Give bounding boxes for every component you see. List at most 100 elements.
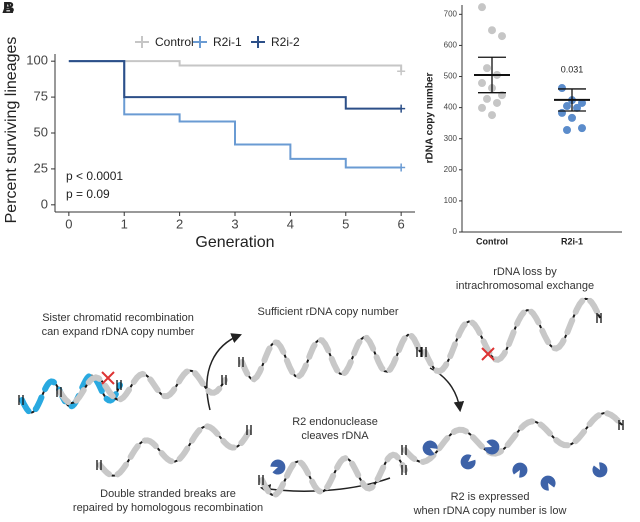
data-point: [478, 79, 486, 88]
data-point: [488, 111, 496, 120]
strand-end: [238, 357, 244, 367]
x-tick-label: R2i-1: [561, 236, 583, 246]
y-tick-label: 100: [26, 53, 48, 68]
y-tick-label: 50: [34, 124, 48, 139]
crossover: [481, 347, 495, 361]
data-point: [558, 108, 566, 117]
annotation: p < 0.0001: [66, 169, 123, 183]
data-point: [483, 94, 491, 103]
y-tick-label: 25: [34, 160, 48, 175]
strand-end: [18, 395, 24, 405]
censor-mark: [397, 163, 406, 172]
y-axis-title: rDNA copy number: [425, 73, 436, 164]
diagram-label: cleaves rDNA: [301, 430, 369, 442]
y-tick-label: 0: [453, 227, 458, 236]
data-point: [578, 124, 586, 133]
strand-end: [246, 425, 252, 435]
x-tick-label: 5: [342, 216, 349, 231]
diagram-label: Sufficient rDNA copy number: [257, 306, 398, 318]
cycle-arrow: [206, 333, 242, 411]
data-point: [573, 103, 581, 112]
x-tick-label: 1: [121, 216, 128, 231]
survival-line: [68, 60, 403, 72]
diagram-label: R2 is expressed: [451, 491, 530, 503]
legend-label: R2i-1: [213, 35, 242, 49]
y-axis-title: Percent surviving lineages: [3, 37, 20, 224]
annotation: p = 0.09: [66, 187, 110, 201]
r2-protein: [592, 462, 608, 478]
diagram-label: Double stranded breaks are: [100, 488, 236, 500]
rdna-repeats: [239, 331, 423, 383]
survival-line: [68, 60, 402, 110]
data-point: [578, 98, 586, 107]
data-point: [498, 32, 506, 41]
strand-end: [258, 475, 264, 485]
diagram-label: can expand rDNA copy number: [42, 326, 195, 338]
annotation: 0.031: [561, 64, 584, 74]
r2-protein: [460, 454, 476, 470]
censor-mark: [397, 104, 406, 113]
r2-protein: [422, 440, 438, 456]
strand-end: [401, 445, 407, 455]
x-tick-label: 4: [287, 216, 294, 231]
rdna-repeats: [422, 295, 603, 375]
y-tick-label: 700: [444, 9, 458, 18]
data-point: [568, 113, 576, 122]
x-tick-label: 3: [231, 216, 238, 231]
survival-line: [68, 60, 402, 169]
data-point: [558, 84, 566, 93]
diagram-label: R2 endonuclease: [292, 416, 378, 428]
y-tick-label: 600: [444, 41, 458, 50]
legend-key: [193, 36, 207, 48]
rdna-repeats: [402, 410, 625, 465]
strand-end: [116, 380, 122, 390]
panel-label: B: [3, 0, 15, 17]
legend-key: [135, 36, 149, 48]
x-tick-label: 2: [176, 216, 183, 231]
x-tick-label: Control: [476, 236, 508, 246]
rdna-repeats: [57, 367, 228, 407]
diagram-art: [18, 295, 625, 499]
strand-end: [416, 347, 422, 357]
legend-label: Control: [155, 35, 194, 49]
cycle-arrow: [429, 367, 465, 413]
diagram-label: repaired by homologous recombination: [73, 502, 263, 514]
data-point: [488, 26, 496, 35]
x-tick-label: 0: [65, 216, 72, 231]
y-tick-label: 400: [444, 103, 458, 112]
data-point: [493, 98, 501, 107]
diagram-label: Sister chromatid recombination: [42, 312, 194, 324]
strand-end: [401, 465, 407, 475]
y-tick-label: 100: [444, 196, 458, 205]
rdna-repeats: [97, 423, 253, 479]
strand-end: [96, 460, 102, 470]
r2-protein: [484, 439, 500, 455]
r2-protein: [540, 475, 556, 491]
r2-protein: [270, 459, 286, 475]
data-point: [483, 64, 491, 73]
censor-mark: [397, 67, 406, 76]
data-point: [478, 3, 486, 12]
diagram-label: when rDNA copy number is low: [413, 505, 567, 517]
y-tick-label: 500: [444, 72, 458, 81]
y-tick-label: 300: [444, 134, 458, 143]
x-tick-label: 6: [398, 216, 405, 231]
y-tick-label: 75: [34, 89, 48, 104]
strand-end: [618, 420, 624, 430]
strand-end: [421, 347, 427, 357]
data-point: [563, 102, 571, 111]
y-tick-label: 0: [41, 196, 48, 211]
crossover: [101, 371, 115, 385]
legend-key: [251, 36, 265, 48]
strand-end: [596, 313, 602, 323]
data-point: [478, 103, 486, 112]
y-tick-label: 200: [444, 165, 458, 174]
rdna-repeats: [259, 451, 408, 499]
x-axis-title: Generation: [195, 234, 274, 251]
legend-label: R2i-2: [271, 35, 300, 49]
r2-protein: [512, 462, 528, 478]
strand-end: [221, 375, 227, 385]
rdna-repeats: [19, 372, 123, 416]
diagram-label: rDNA loss by: [493, 266, 557, 278]
